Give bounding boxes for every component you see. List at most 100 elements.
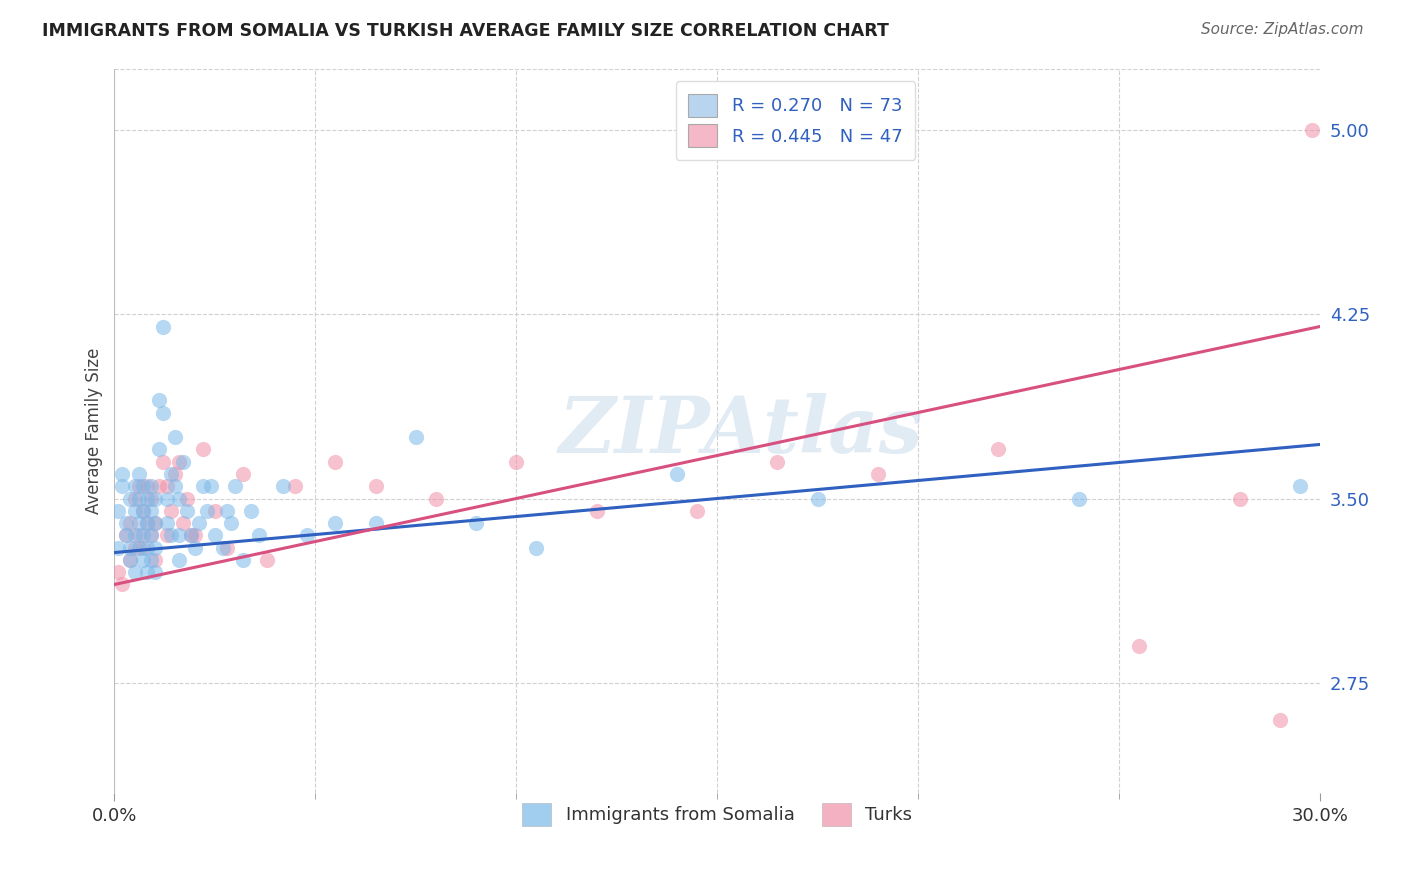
Point bbox=[167, 455, 190, 469]
Point bbox=[191, 479, 214, 493]
Point bbox=[215, 504, 238, 518]
Point bbox=[120, 491, 142, 506]
Point bbox=[135, 491, 157, 506]
Point bbox=[148, 442, 170, 457]
Point bbox=[131, 553, 153, 567]
Point bbox=[180, 528, 202, 542]
Point bbox=[111, 467, 134, 481]
Point bbox=[176, 491, 198, 506]
Point bbox=[107, 565, 129, 579]
Point bbox=[167, 528, 190, 542]
Point bbox=[159, 528, 181, 542]
Point bbox=[284, 479, 307, 493]
Point bbox=[135, 516, 157, 530]
Point bbox=[107, 504, 129, 518]
Point bbox=[524, 541, 547, 555]
Point bbox=[152, 455, 174, 469]
Point bbox=[143, 516, 166, 530]
Point bbox=[135, 516, 157, 530]
Point bbox=[163, 430, 186, 444]
Point bbox=[364, 516, 387, 530]
Point bbox=[131, 541, 153, 555]
Point bbox=[128, 467, 150, 481]
Legend: Immigrants from Somalia, Turks: Immigrants from Somalia, Turks bbox=[513, 794, 921, 835]
Point bbox=[271, 479, 294, 493]
Point bbox=[219, 516, 242, 530]
Point bbox=[666, 467, 689, 481]
Point bbox=[232, 553, 254, 567]
Point bbox=[187, 516, 209, 530]
Point bbox=[297, 528, 319, 542]
Y-axis label: Average Family Size: Average Family Size bbox=[86, 348, 103, 514]
Point bbox=[143, 516, 166, 530]
Point bbox=[139, 528, 162, 542]
Point bbox=[1288, 479, 1310, 493]
Point bbox=[807, 491, 830, 506]
Point bbox=[195, 504, 218, 518]
Point bbox=[128, 516, 150, 530]
Point bbox=[167, 553, 190, 567]
Point bbox=[256, 553, 278, 567]
Point bbox=[152, 405, 174, 419]
Text: Source: ZipAtlas.com: Source: ZipAtlas.com bbox=[1201, 22, 1364, 37]
Point bbox=[172, 516, 194, 530]
Point bbox=[465, 516, 488, 530]
Point bbox=[131, 479, 153, 493]
Point bbox=[212, 541, 235, 555]
Point bbox=[128, 479, 150, 493]
Point bbox=[163, 467, 186, 481]
Point bbox=[139, 553, 162, 567]
Point bbox=[111, 577, 134, 591]
Point bbox=[124, 565, 146, 579]
Point bbox=[135, 565, 157, 579]
Point bbox=[184, 541, 207, 555]
Point bbox=[224, 479, 246, 493]
Point bbox=[866, 467, 889, 481]
Point bbox=[686, 504, 709, 518]
Point bbox=[505, 455, 527, 469]
Point bbox=[152, 319, 174, 334]
Point bbox=[124, 528, 146, 542]
Point bbox=[156, 516, 179, 530]
Point bbox=[425, 491, 447, 506]
Point bbox=[204, 504, 226, 518]
Point bbox=[172, 455, 194, 469]
Point bbox=[131, 504, 153, 518]
Point bbox=[124, 541, 146, 555]
Point bbox=[180, 528, 202, 542]
Point bbox=[585, 504, 607, 518]
Point bbox=[143, 553, 166, 567]
Point bbox=[139, 528, 162, 542]
Text: IMMIGRANTS FROM SOMALIA VS TURKISH AVERAGE FAMILY SIZE CORRELATION CHART: IMMIGRANTS FROM SOMALIA VS TURKISH AVERA… bbox=[42, 22, 889, 40]
Point bbox=[120, 553, 142, 567]
Point bbox=[232, 467, 254, 481]
Point bbox=[405, 430, 427, 444]
Point bbox=[191, 442, 214, 457]
Point bbox=[156, 528, 179, 542]
Point bbox=[120, 541, 142, 555]
Point bbox=[115, 516, 138, 530]
Point bbox=[364, 479, 387, 493]
Point bbox=[159, 504, 181, 518]
Point bbox=[1229, 491, 1251, 506]
Point bbox=[1128, 639, 1150, 653]
Point bbox=[156, 491, 179, 506]
Point bbox=[156, 479, 179, 493]
Point bbox=[128, 528, 150, 542]
Point bbox=[120, 553, 142, 567]
Point bbox=[139, 479, 162, 493]
Point bbox=[148, 479, 170, 493]
Point bbox=[124, 479, 146, 493]
Point bbox=[128, 541, 150, 555]
Point bbox=[1067, 491, 1090, 506]
Point bbox=[124, 504, 146, 518]
Point bbox=[139, 491, 162, 506]
Point bbox=[111, 479, 134, 493]
Point bbox=[159, 467, 181, 481]
Point bbox=[1301, 123, 1323, 137]
Point bbox=[247, 528, 270, 542]
Point bbox=[176, 504, 198, 518]
Point bbox=[115, 528, 138, 542]
Point bbox=[204, 528, 226, 542]
Point bbox=[240, 504, 263, 518]
